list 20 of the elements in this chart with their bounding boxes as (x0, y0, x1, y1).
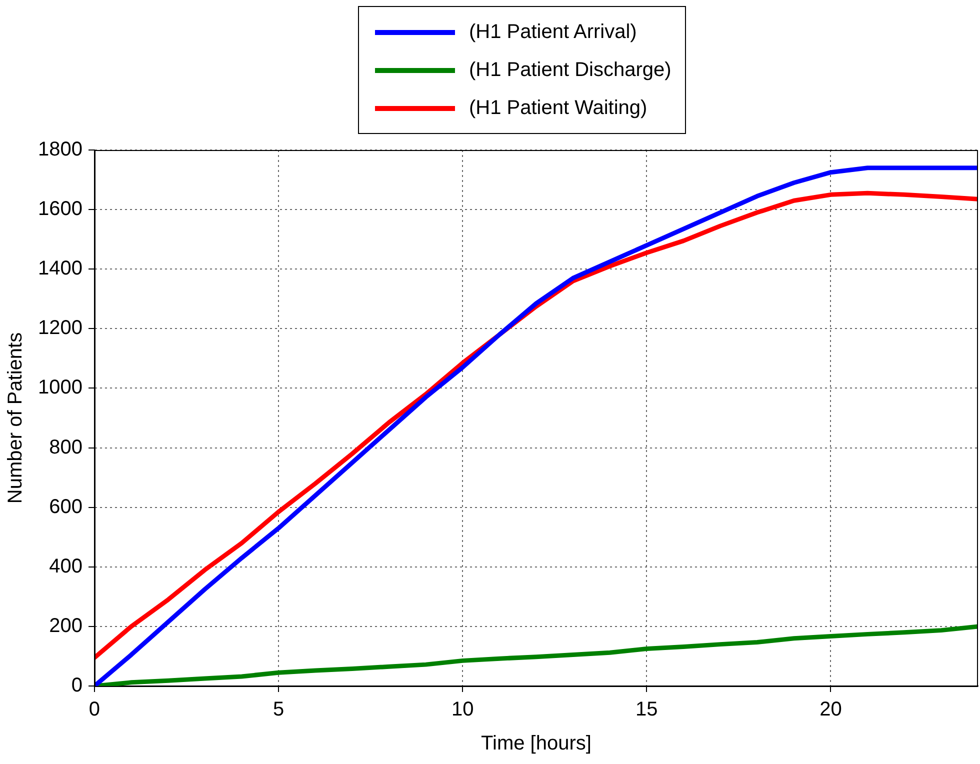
y-tick-label: 1600 (38, 198, 82, 220)
x-tick-label: 10 (451, 698, 474, 721)
y-axis-title: Number of Patients (4, 332, 27, 504)
y-tick-label: 0 (71, 674, 82, 697)
y-tick-label: 400 (49, 555, 82, 578)
y-tick-label: 200 (49, 614, 82, 637)
y-tick-label: 800 (49, 436, 82, 458)
x-axis-title: Time [hours] (481, 732, 592, 755)
y-tick-label: 600 (49, 496, 82, 518)
legend-label: (H1 Patient Arrival) (469, 20, 637, 44)
x-tick-label: 15 (636, 698, 658, 721)
y-tick-label: 1400 (38, 258, 82, 280)
y-tick-label: 1200 (38, 317, 82, 340)
x-tick-label: 0 (88, 698, 100, 721)
x-tick-label: 20 (820, 698, 842, 721)
y-tick-label: 1000 (38, 376, 82, 399)
legend-label: (H1 Patient Discharge) (469, 58, 672, 82)
y-tick-label: 1800 (38, 138, 82, 161)
x-tick-label: 5 (272, 698, 284, 721)
legend-label: (H1 Patient Waiting) (469, 96, 648, 120)
